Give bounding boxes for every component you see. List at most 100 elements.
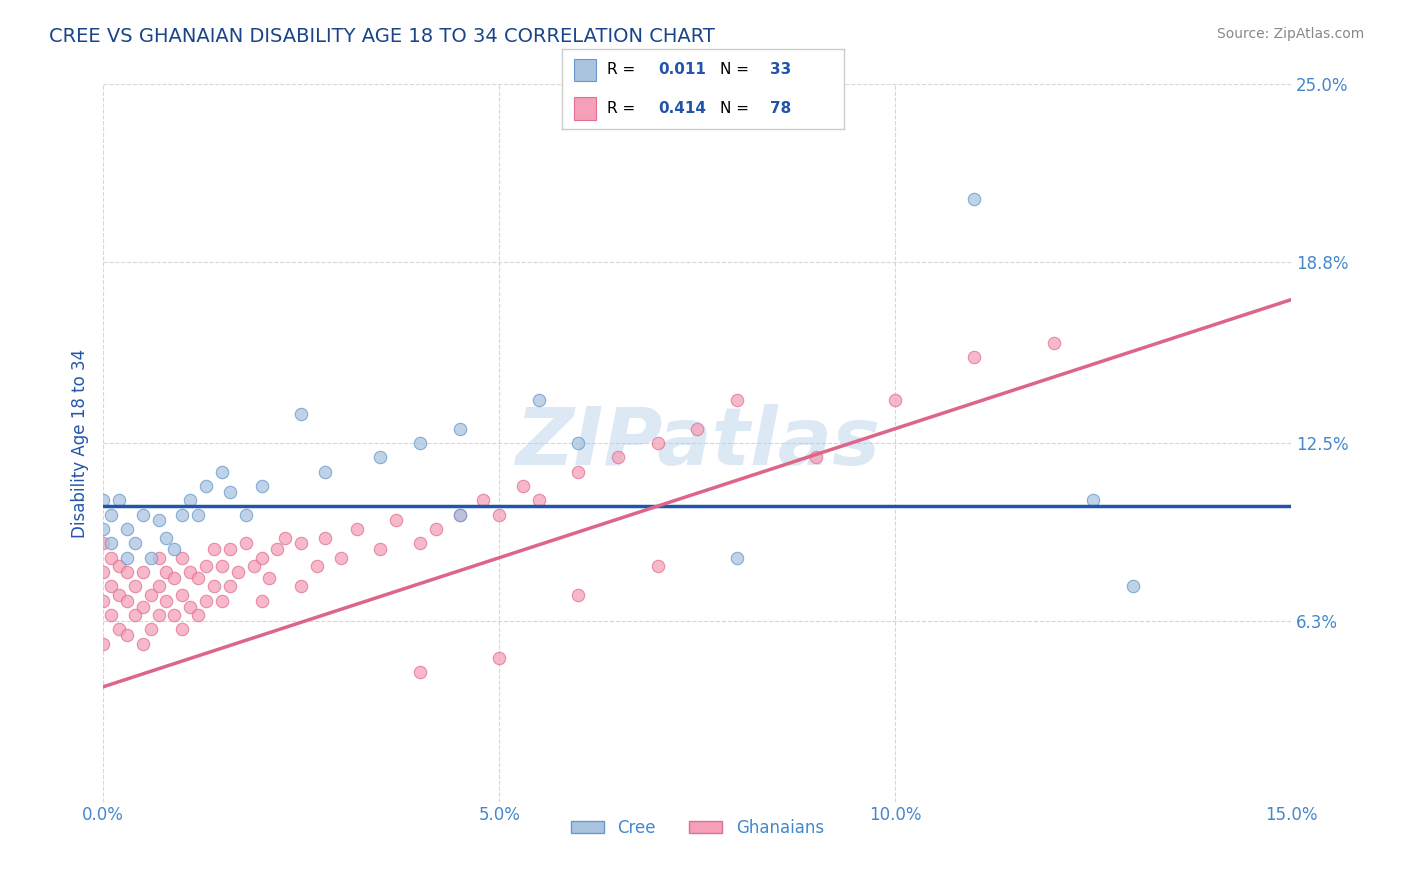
Point xyxy=(725,392,748,407)
Point xyxy=(370,542,392,557)
Point xyxy=(290,536,312,550)
Point xyxy=(449,422,471,436)
Point xyxy=(218,579,240,593)
Point xyxy=(115,522,138,536)
Point xyxy=(163,571,186,585)
Point xyxy=(108,559,131,574)
Point xyxy=(195,594,218,608)
Point xyxy=(91,493,114,508)
Point xyxy=(488,651,510,665)
Point xyxy=(172,588,194,602)
Point xyxy=(179,599,201,614)
Point xyxy=(385,513,408,527)
Text: CREE VS GHANAIAN DISABILITY AGE 18 TO 34 CORRELATION CHART: CREE VS GHANAIAN DISABILITY AGE 18 TO 34… xyxy=(49,27,716,45)
Point xyxy=(179,493,201,508)
Text: R =: R = xyxy=(607,101,641,116)
Bar xyxy=(574,59,596,81)
Point xyxy=(259,571,281,585)
Point xyxy=(1083,493,1105,508)
Point xyxy=(155,594,177,608)
Point xyxy=(346,522,368,536)
Point xyxy=(115,550,138,565)
Point xyxy=(163,608,186,623)
Point xyxy=(91,594,114,608)
Point xyxy=(172,623,194,637)
Point xyxy=(963,192,986,206)
Point xyxy=(108,493,131,508)
Point xyxy=(100,536,122,550)
Text: 78: 78 xyxy=(770,101,792,116)
Text: Source: ZipAtlas.com: Source: ZipAtlas.com xyxy=(1216,27,1364,41)
Text: N =: N = xyxy=(720,101,754,116)
Point xyxy=(409,536,432,550)
Point xyxy=(148,513,170,527)
Point xyxy=(235,536,257,550)
Point xyxy=(607,450,630,465)
Point xyxy=(187,608,209,623)
Point xyxy=(139,550,162,565)
Point xyxy=(567,465,589,479)
Point xyxy=(425,522,447,536)
Point xyxy=(163,542,186,557)
Point xyxy=(132,508,155,522)
Point xyxy=(115,594,138,608)
Point xyxy=(179,565,201,579)
Y-axis label: Disability Age 18 to 34: Disability Age 18 to 34 xyxy=(72,349,89,538)
Point xyxy=(567,588,589,602)
Point xyxy=(884,392,907,407)
Point xyxy=(290,579,312,593)
Point xyxy=(124,536,146,550)
Point xyxy=(647,559,669,574)
Point xyxy=(329,550,352,565)
Point xyxy=(91,565,114,579)
Point xyxy=(472,493,495,508)
Text: N =: N = xyxy=(720,62,754,77)
Point xyxy=(115,628,138,642)
Point xyxy=(290,407,312,421)
Point xyxy=(567,436,589,450)
Point xyxy=(155,531,177,545)
Point xyxy=(804,450,827,465)
Point xyxy=(963,350,986,364)
Point xyxy=(148,579,170,593)
Point xyxy=(115,565,138,579)
Point xyxy=(100,608,122,623)
Point xyxy=(148,608,170,623)
Point xyxy=(108,588,131,602)
Point xyxy=(195,559,218,574)
Point xyxy=(449,508,471,522)
Point xyxy=(314,465,336,479)
Point xyxy=(250,479,273,493)
Point xyxy=(370,450,392,465)
Point xyxy=(647,436,669,450)
Point xyxy=(725,550,748,565)
Point xyxy=(211,465,233,479)
Point xyxy=(211,559,233,574)
Point xyxy=(148,550,170,565)
Point xyxy=(488,508,510,522)
Point xyxy=(195,479,218,493)
Point xyxy=(266,542,288,557)
Point xyxy=(100,550,122,565)
Point xyxy=(132,565,155,579)
Point xyxy=(305,559,328,574)
Point xyxy=(187,508,209,522)
Text: 0.414: 0.414 xyxy=(658,101,706,116)
Point xyxy=(250,550,273,565)
Point xyxy=(527,493,550,508)
Point xyxy=(139,623,162,637)
Point xyxy=(124,608,146,623)
Point xyxy=(100,508,122,522)
Point xyxy=(108,623,131,637)
Point xyxy=(512,479,534,493)
Point xyxy=(172,508,194,522)
Text: ZIPatlas: ZIPatlas xyxy=(515,404,880,482)
Point xyxy=(91,536,114,550)
Point xyxy=(218,542,240,557)
Point xyxy=(211,594,233,608)
Point xyxy=(449,508,471,522)
Point xyxy=(91,522,114,536)
Point xyxy=(686,422,709,436)
Text: 33: 33 xyxy=(770,62,792,77)
Point xyxy=(139,588,162,602)
